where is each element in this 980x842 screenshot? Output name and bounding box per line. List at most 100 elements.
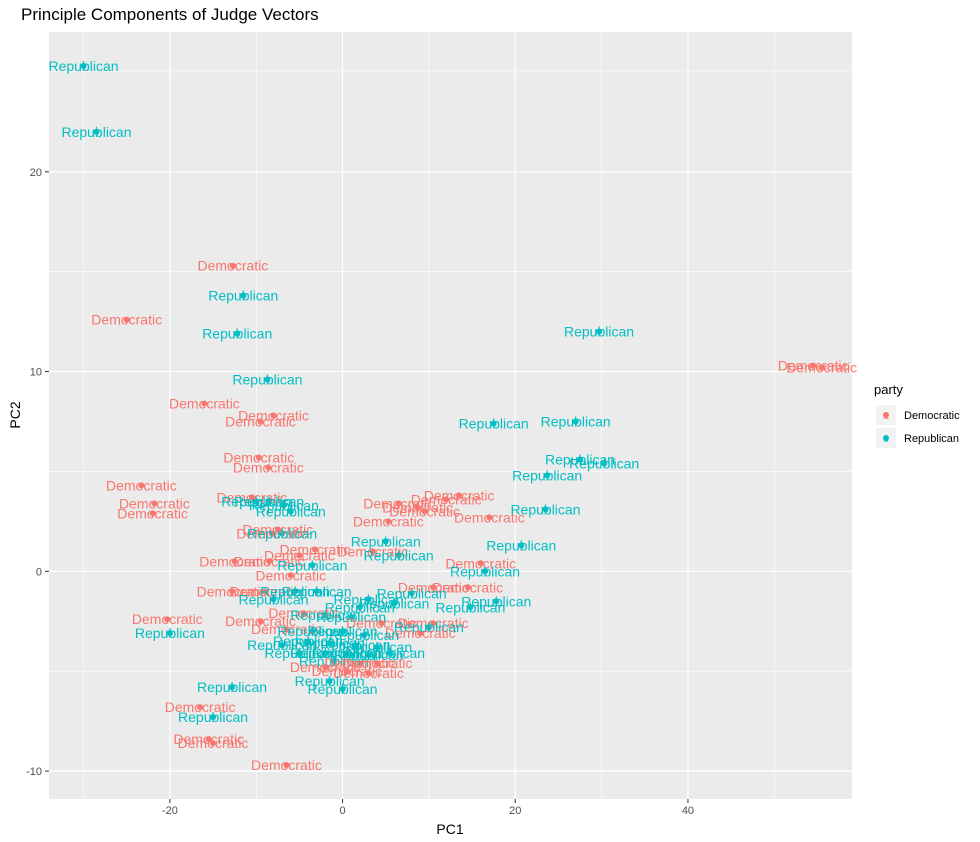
data-label: Republican bbox=[247, 525, 317, 541]
data-label: Republican bbox=[282, 583, 352, 599]
data-point bbox=[292, 588, 299, 595]
data-point bbox=[378, 620, 385, 627]
point-labels: RepublicanRepublicanDemocraticRepublican… bbox=[49, 58, 858, 773]
data-label: Democratic bbox=[165, 699, 236, 715]
data-label: Democratic bbox=[445, 555, 516, 571]
legend-dot-democratic bbox=[883, 412, 889, 418]
x-axis-title: PC1 bbox=[436, 821, 463, 837]
data-point bbox=[311, 546, 318, 553]
data-point bbox=[356, 660, 363, 667]
data-label: Democratic bbox=[337, 543, 408, 559]
data-point bbox=[356, 604, 363, 611]
data-label: Republican bbox=[320, 637, 390, 653]
data-label: Republican bbox=[394, 619, 464, 635]
data-point bbox=[274, 526, 281, 533]
data-point bbox=[266, 558, 273, 565]
data-label: Republican bbox=[333, 591, 403, 607]
data-label: Democratic bbox=[290, 659, 361, 675]
data-point bbox=[270, 412, 277, 419]
data-point bbox=[264, 376, 271, 383]
data-point bbox=[385, 518, 392, 525]
legend-label-republican: Republican bbox=[904, 433, 959, 445]
legend: party Democratic a Republican a bbox=[874, 382, 960, 448]
data-point bbox=[266, 498, 273, 505]
data-point bbox=[596, 328, 603, 335]
y-tick-label: -10 bbox=[26, 766, 42, 778]
data-label: Republican bbox=[49, 58, 119, 74]
data-point bbox=[287, 572, 294, 579]
data-point bbox=[365, 596, 372, 603]
data-points bbox=[80, 62, 825, 769]
data-label: Republican bbox=[290, 607, 360, 623]
data-point bbox=[322, 650, 329, 657]
data-point bbox=[818, 364, 825, 371]
data-point bbox=[464, 584, 471, 591]
data-label: Republican bbox=[197, 679, 267, 695]
data-label: Republican bbox=[461, 593, 531, 609]
x-axis: -20 0 20 40 bbox=[162, 799, 694, 817]
data-point bbox=[577, 456, 584, 463]
data-point bbox=[283, 626, 290, 633]
data-label: Republican bbox=[316, 609, 386, 625]
data-point bbox=[309, 628, 316, 635]
data-point bbox=[229, 588, 236, 595]
data-label: Republican bbox=[541, 413, 611, 429]
data-label: Democratic bbox=[198, 258, 269, 274]
data-point bbox=[164, 616, 171, 623]
data-point bbox=[395, 500, 402, 507]
data-point bbox=[374, 644, 381, 651]
data-label: Democratic bbox=[169, 396, 240, 412]
data-point bbox=[544, 472, 551, 479]
grid-lines bbox=[49, 32, 852, 799]
data-label: Democratic bbox=[411, 491, 482, 507]
data-label: Democratic bbox=[225, 413, 296, 429]
data-point bbox=[166, 630, 173, 637]
data-label: Republican bbox=[249, 497, 319, 513]
x-tick-label: 0 bbox=[340, 805, 346, 817]
data-label: Republican bbox=[486, 537, 556, 553]
data-point bbox=[467, 604, 474, 611]
data-point bbox=[374, 660, 381, 667]
data-point bbox=[391, 600, 398, 607]
data-point bbox=[234, 330, 241, 337]
data-point bbox=[395, 552, 402, 559]
data-label: Democratic bbox=[255, 567, 326, 583]
data-point bbox=[287, 508, 294, 515]
data-label: Republican bbox=[277, 557, 347, 573]
data-label: Democratic bbox=[225, 613, 296, 629]
chart-title: Principle Components of Judge Vectors bbox=[21, 5, 319, 24]
data-label: Republican bbox=[61, 124, 131, 140]
data-point bbox=[486, 514, 493, 521]
data-label: Republican bbox=[459, 415, 529, 431]
data-point bbox=[572, 418, 579, 425]
data-point bbox=[283, 762, 290, 769]
data-label: Democratic bbox=[178, 735, 249, 751]
data-point bbox=[490, 420, 497, 427]
data-label: Democratic bbox=[199, 553, 270, 569]
legend-glyph-republican: a bbox=[883, 434, 888, 444]
data-point bbox=[326, 640, 333, 647]
data-point bbox=[305, 638, 312, 645]
data-point bbox=[93, 128, 100, 135]
data-label: Republican bbox=[264, 645, 334, 661]
data-label: Republican bbox=[232, 372, 302, 388]
data-label: Democratic bbox=[363, 495, 434, 511]
data-point bbox=[369, 548, 376, 555]
data-point bbox=[322, 612, 329, 619]
data-point bbox=[205, 736, 212, 743]
data-point bbox=[518, 542, 525, 549]
data-label: Democratic bbox=[398, 579, 469, 595]
data-point bbox=[322, 664, 329, 671]
data-point bbox=[421, 508, 428, 515]
data-point bbox=[80, 62, 87, 69]
data-point bbox=[482, 568, 489, 575]
data-label: Democratic bbox=[346, 615, 417, 631]
data-label: Republican bbox=[135, 625, 205, 641]
data-label: Republican bbox=[308, 623, 378, 639]
data-point bbox=[210, 740, 217, 747]
data-label: Democratic bbox=[398, 615, 469, 631]
y-axis-title: PC2 bbox=[7, 401, 23, 428]
data-label: Democratic bbox=[173, 731, 244, 747]
data-point bbox=[300, 610, 307, 617]
data-label: Republican bbox=[512, 467, 582, 483]
